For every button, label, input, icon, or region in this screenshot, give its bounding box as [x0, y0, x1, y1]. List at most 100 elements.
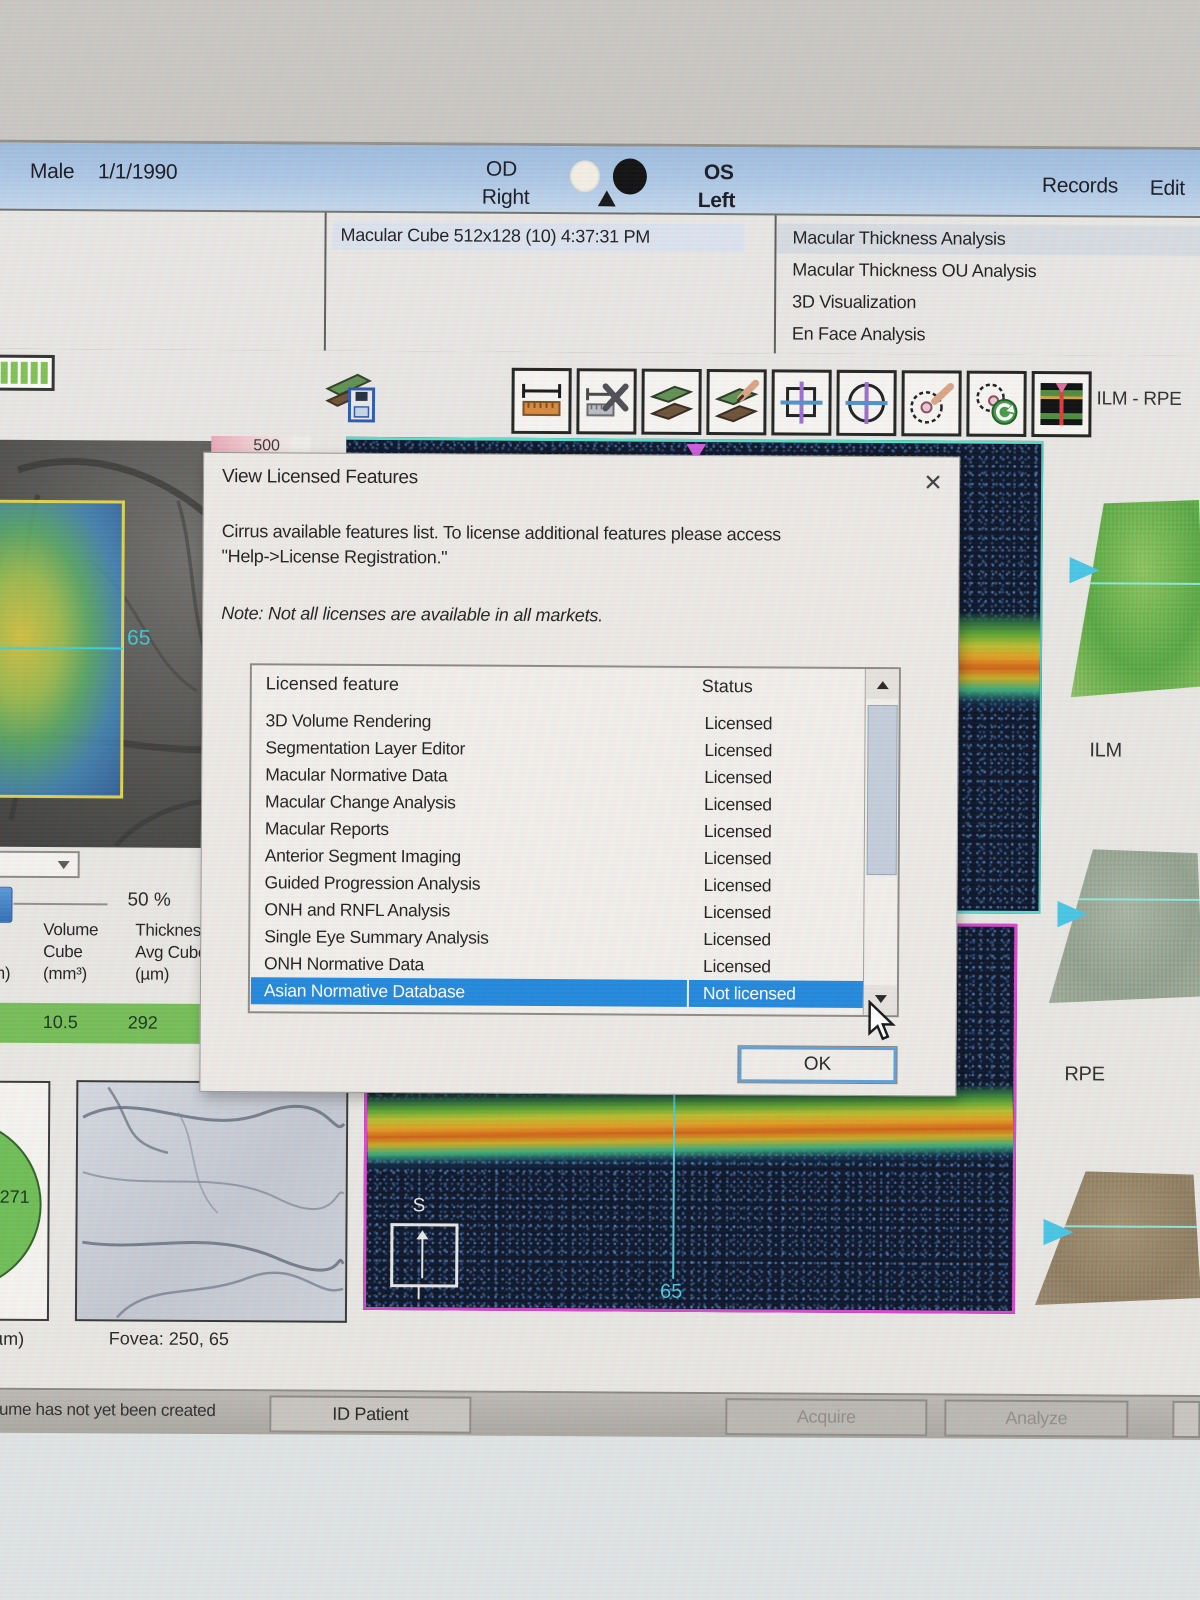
- surface-slice-line: [1067, 582, 1200, 585]
- analysis-label: Macular Thickness OU Analysis: [792, 259, 1037, 282]
- save-icon: [323, 367, 379, 429]
- selected-scan-row[interactable]: Macular Cube 512x128 (10) 4:37:31 PM: [332, 221, 745, 253]
- reset-view-tool-button[interactable]: [966, 370, 1027, 437]
- feature-row[interactable]: 3D Volume Rendering Licensed: [252, 707, 864, 738]
- menu-records[interactable]: Records: [1041, 174, 1119, 198]
- view-licensed-features-dialog: View Licensed Features ✕ Cirrus availabl…: [199, 451, 961, 1097]
- layer-range-label: ILM - RPE: [1096, 388, 1182, 410]
- ok-button[interactable]: OK: [737, 1045, 898, 1085]
- feature-status: Licensed: [703, 901, 772, 923]
- partial-button[interactable]: [1172, 1400, 1200, 1439]
- scroll-up-button[interactable]: [865, 668, 899, 700]
- analysis-item-en-face[interactable]: En Face Analysis: [776, 319, 1200, 352]
- en-face-vessel-thumbnail[interactable]: [74, 1080, 349, 1323]
- central-thickness-value: 271: [0, 1186, 30, 1207]
- analyze-label: Analyze: [1005, 1407, 1068, 1429]
- central-subfield-thumbnail: 271: [0, 1080, 51, 1322]
- feature-name: Macular Change Analysis: [265, 791, 456, 813]
- analysis-label: 3D Visualization: [792, 291, 917, 313]
- annotate-tool-button[interactable]: [901, 370, 962, 437]
- list-scrollbar[interactable]: [862, 668, 899, 1016]
- eye-selector-arrow-icon: [598, 190, 616, 206]
- status-bar: olume has not yet been created ID Patien…: [0, 1387, 1200, 1441]
- feature-name: Macular Reports: [264, 818, 389, 840]
- edit-layers-icon: [713, 379, 760, 425]
- feature-row[interactable]: ONH Normative Data Licensed: [251, 950, 863, 981]
- crosshair-circle-tool-button[interactable]: [836, 369, 897, 437]
- acquire-label: Acquire: [796, 1406, 856, 1427]
- od-label: OD: [485, 157, 517, 181]
- ruler-measure-icon: [518, 378, 564, 424]
- oct-view-tool-button[interactable]: [1031, 370, 1092, 438]
- delete-measure-tool-button[interactable]: [576, 368, 637, 435]
- close-icon[interactable]: ✕: [923, 468, 943, 495]
- os-eye-indicator-icon[interactable]: [612, 158, 648, 195]
- analysis-label: Macular Thickness Analysis: [792, 227, 1006, 249]
- feature-status: Licensed: [704, 766, 772, 788]
- acquire-button[interactable]: Acquire: [725, 1398, 928, 1437]
- ruler-delete-icon: [583, 378, 629, 424]
- rpe-surface-render: [1049, 849, 1200, 1004]
- feature-status: Licensed: [703, 847, 772, 869]
- feature-row[interactable]: Segmentation Layer Editor Licensed: [252, 734, 864, 765]
- table-col1-unit: m): [0, 963, 11, 983]
- superior-label: S: [412, 1195, 426, 1217]
- overlay-select-dropdown[interactable]: [0, 850, 80, 879]
- layers-tool-button[interactable]: [641, 368, 702, 435]
- micron-unit-label: (µm): [0, 1328, 25, 1349]
- feature-name: Anterior Segment Imaging: [264, 845, 461, 867]
- cube-volume-value: 10.5: [42, 1011, 78, 1033]
- crosshair-box-icon: [778, 379, 824, 425]
- table-col2-header: Volume Cube (mm³): [43, 919, 98, 985]
- feature-row[interactable]: Macular Reports Licensed: [252, 815, 864, 846]
- analysis-toolbar: ILM - RPE: [0, 348, 1200, 443]
- feature-status: Not licensed: [702, 982, 796, 1004]
- feature-row[interactable]: Guided Progression Analysis Licensed: [252, 869, 864, 900]
- dialog-note-text: Note: Not all licenses are available in …: [221, 603, 604, 626]
- edit-layers-tool-button[interactable]: [706, 369, 767, 436]
- feature-row[interactable]: Single Eye Summary Analysis Licensed: [251, 923, 863, 954]
- chevron-down-icon: [57, 861, 70, 876]
- id-patient-button[interactable]: ID Patient: [269, 1395, 472, 1434]
- od-sublabel: Right: [481, 185, 530, 209]
- menu-edit[interactable]: Edit: [1149, 176, 1185, 200]
- feature-column-header: Licensed feature: [265, 673, 399, 695]
- list-header: Licensed feature Status: [252, 673, 899, 696]
- feature-row[interactable]: Macular Change Analysis Licensed: [252, 788, 864, 819]
- od-eye-indicator-icon[interactable]: [569, 160, 601, 193]
- os-label: OS: [703, 160, 734, 185]
- opacity-slider-handle[interactable]: [0, 886, 13, 923]
- opacity-slider-track[interactable]: [13, 902, 108, 906]
- save-report-button[interactable]: [320, 363, 382, 433]
- dialog-body-text: Cirrus available features list. To licen…: [222, 519, 922, 573]
- status-column-header: Status: [701, 675, 753, 697]
- licensed-features-list: Licensed feature Status 3D Volume Render…: [247, 663, 901, 1018]
- oct-thumbnail-icon: [1038, 381, 1084, 427]
- bscan-slice-line[interactable]: [672, 1094, 676, 1279]
- measure-tool-button[interactable]: [511, 367, 572, 435]
- crosshair-box-tool-button[interactable]: [771, 369, 832, 436]
- dialog-title[interactable]: View Licensed Features: [222, 466, 418, 489]
- opacity-value: 50 %: [127, 889, 171, 911]
- feature-row[interactable]: Anterior Segment Imaging Licensed: [252, 842, 864, 873]
- reset-circles-icon: [973, 381, 1019, 427]
- chevron-up-icon: [876, 675, 889, 690]
- rpe-surface-label: RPE: [1064, 1063, 1105, 1086]
- map-slice-number: 65: [127, 626, 151, 650]
- feature-row-selected[interactable]: Asian Normative Database Not licensed: [250, 977, 864, 1008]
- feature-name: Guided Progression Analysis: [264, 872, 481, 894]
- inferior-label: I: [416, 1283, 422, 1305]
- ok-button-label: OK: [803, 1053, 832, 1075]
- analysis-item-macular-thickness-ou[interactable]: Macular Thickness OU Analysis: [776, 255, 1200, 288]
- scrollbar-thumb[interactable]: [866, 704, 898, 876]
- bscan-slice-number: 65: [660, 1280, 683, 1303]
- analysis-item-macular-thickness[interactable]: Macular Thickness Analysis: [776, 223, 1200, 257]
- analyze-button[interactable]: Analyze: [944, 1399, 1129, 1438]
- feature-row[interactable]: Macular Normative Data Licensed: [252, 761, 864, 792]
- feature-row[interactable]: ONH and RNFL Analysis Licensed: [251, 896, 863, 927]
- body-line: "Help->License Registration.": [221, 546, 448, 568]
- scan-and-analysis-panel: Macular Cube 512x128 (10) 4:37:31 PM Mac…: [0, 210, 1200, 359]
- fovea-caption: Fovea: 250, 65: [108, 1328, 229, 1350]
- analysis-item-3d-visualization[interactable]: 3D Visualization: [776, 287, 1200, 320]
- avg-thickness-value: 292: [127, 1012, 158, 1033]
